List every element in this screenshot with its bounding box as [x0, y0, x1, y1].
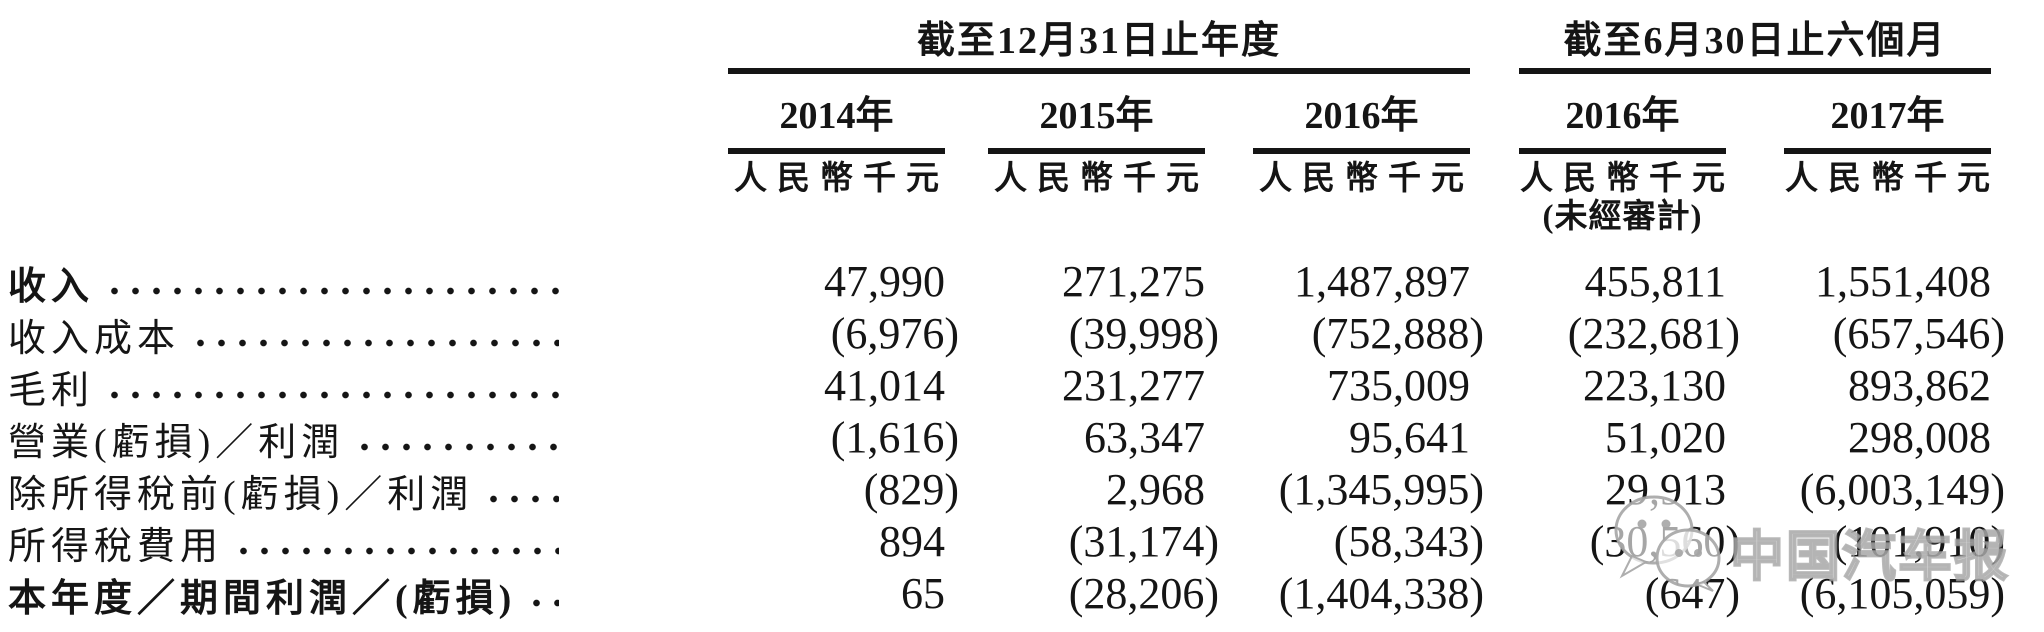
year-label: 2015年 [988, 74, 1205, 154]
year-label: 2017年 [1784, 74, 1991, 154]
period-group-header-row: 截至12月31日止年度 截至6月30日止六個月 [0, 20, 2044, 74]
table-row-profit-loss-for-period: 本年度／期間利潤／(虧損) 65 (28,206) (1,404,338) (6… [0, 568, 2044, 620]
cell-value: 2,968 [1106, 465, 1205, 514]
cell-value: (31,174) [1068, 517, 1219, 566]
dot-leader [104, 287, 559, 295]
cell-value: (30,560) [1589, 517, 1740, 566]
spacer [0, 20, 728, 74]
unit-label: 人民幣千元 [1785, 161, 2000, 197]
cell-value: 95,641 [1349, 413, 1470, 462]
table-row-loss-profit-before-tax: 除所得稅前(虧損)／利潤 (829) 2,968 (1,345,995) 29,… [0, 464, 2044, 516]
cell-value: (657,546) [1832, 309, 2005, 358]
column-header-2015: 2015年 人民幣千元 [945, 74, 1205, 236]
cell-value: 1,487,897 [1294, 257, 1470, 306]
cell-value: 65 [901, 569, 945, 618]
cell-value: 41,014 [824, 361, 945, 410]
dot-leader [354, 443, 559, 451]
dot-leader [104, 391, 559, 399]
cell-value: 894 [879, 517, 945, 566]
dot-leader [233, 547, 559, 555]
row-label: 毛利 [8, 369, 95, 412]
table-row-cost-of-revenue: 收入成本 (6,976) (39,998) (752,888) (232,681… [0, 308, 2044, 360]
table-body: 收入 47,990 271,275 1,487,897 455,811 1,55… [0, 256, 2044, 620]
cell-value: (829) [863, 465, 959, 514]
year-label: 2016年 [1519, 74, 1726, 154]
dot-leader [526, 599, 559, 607]
unit-label: 人民幣千元 [994, 161, 1209, 197]
cell-value: (6,003,149) [1799, 465, 2005, 514]
table-row-gross-profit: 毛利 41,014 231,277 735,009 223,130 893,86… [0, 360, 2044, 412]
cell-value: (39,998) [1068, 309, 1219, 358]
unit-label: 人民幣千元 [734, 161, 949, 197]
cell-value: (28,206) [1068, 569, 1219, 618]
cell-value: 735,009 [1327, 361, 1470, 410]
cell-value: 47,990 [824, 257, 945, 306]
cell-value: 893,862 [1848, 361, 1991, 410]
period-group-year-ended-dec31: 截至12月31日止年度 [728, 20, 1470, 74]
unit-label: 人民幣千元 [1520, 161, 1735, 197]
column-header-2016-interim: 2016年 人民幣千元 (未經審計) [1470, 74, 1726, 236]
row-label: 營業(虧損)／利潤 [8, 421, 345, 464]
cell-value: (6,105,059) [1799, 569, 2005, 618]
unaudited-note: (未經審計) [1542, 199, 1703, 235]
spacer [0, 74, 565, 236]
cell-value: 298,008 [1848, 413, 1991, 462]
cell-value: (647) [1644, 569, 1740, 618]
cell-value: 51,020 [1605, 413, 1726, 462]
cell-value: (101,910) [1832, 517, 2005, 566]
cell-value: 63,347 [1084, 413, 1205, 462]
row-label: 所得稅費用 [8, 525, 224, 568]
row-label: 收入 [8, 265, 95, 308]
cell-value: (1,616) [830, 413, 959, 462]
cell-value: (752,888) [1311, 309, 1484, 358]
cell-value: (6,976) [830, 309, 959, 358]
period-group-six-months-jun30: 截至6月30日止六個月 [1519, 20, 1991, 74]
cell-value: 29,913 [1605, 465, 1726, 514]
cell-value: 455,811 [1584, 257, 1726, 306]
cell-value: (1,404,338) [1278, 569, 1484, 618]
table-row-income-tax-expense: 所得稅費用 894 (31,174) (58,343) (30,560) (10… [0, 516, 2044, 568]
table-row-operating-loss-profit: 營業(虧損)／利潤 (1,616) 63,347 95,641 51,020 2… [0, 412, 2044, 464]
cell-value: (1,345,995) [1278, 465, 1484, 514]
cell-value: 271,275 [1062, 257, 1205, 306]
row-label: 收入成本 [8, 317, 181, 360]
column-header-2014: 2014年 人民幣千元 [565, 74, 945, 236]
cell-value: 223,130 [1583, 361, 1726, 410]
column-header-2016: 2016年 人民幣千元 [1205, 74, 1470, 236]
cell-value: 231,277 [1062, 361, 1205, 410]
row-label: 除所得稅前(虧損)／利潤 [8, 473, 474, 516]
cell-value: (232,681) [1567, 309, 1740, 358]
table-row-revenue: 收入 47,990 271,275 1,487,897 455,811 1,55… [0, 256, 2044, 308]
year-label: 2014年 [728, 74, 945, 154]
dot-leader [190, 339, 559, 347]
row-label: 本年度／期間利潤／(虧損) [8, 577, 517, 620]
dot-leader [483, 495, 559, 503]
spacer [1470, 20, 1519, 74]
unit-label: 人民幣千元 [1259, 161, 1474, 197]
column-header-row: 2014年 人民幣千元 2015年 人民幣千元 2016年 人民幣千元 2016… [0, 74, 2044, 236]
column-header-2017-interim: 2017年 人民幣千元 [1726, 74, 1991, 236]
cell-value: (58,343) [1333, 517, 1484, 566]
year-label: 2016年 [1253, 74, 1470, 154]
cell-value: 1,551,408 [1815, 257, 1991, 306]
